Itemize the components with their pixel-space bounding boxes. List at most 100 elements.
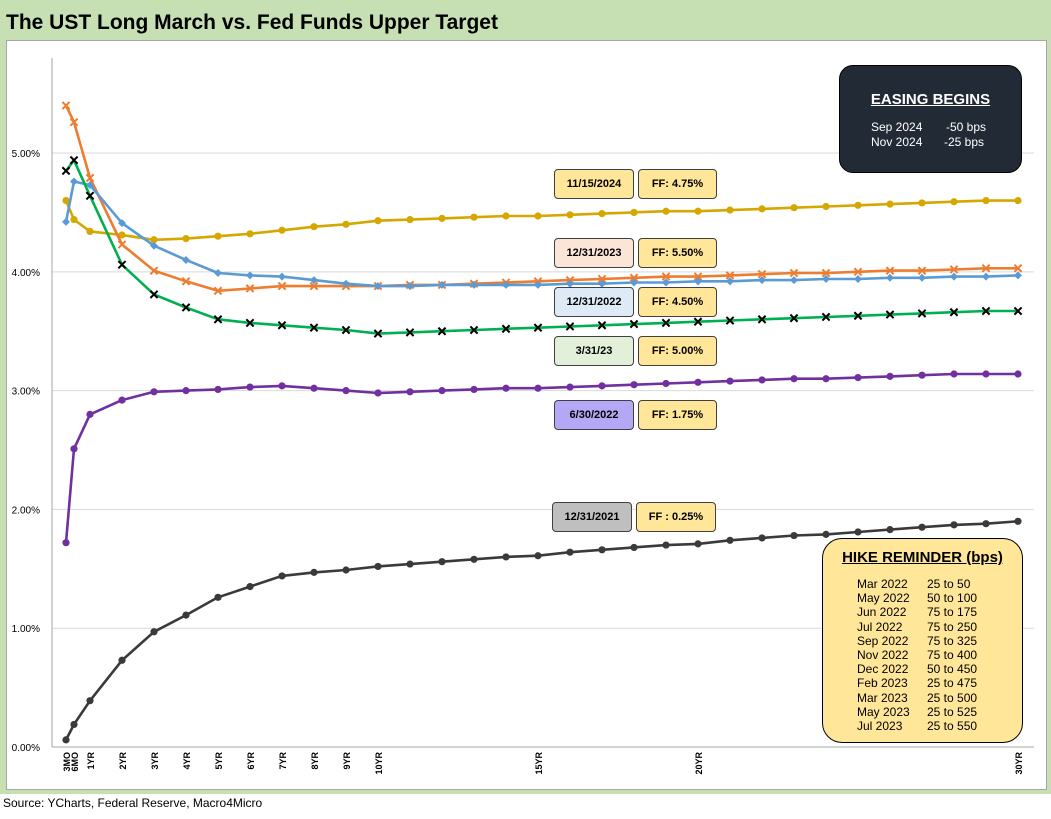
hike-date: Nov 2022 <box>857 648 909 662</box>
data-point <box>1014 271 1022 280</box>
data-point <box>278 226 286 234</box>
data-point <box>1014 370 1022 378</box>
data-point <box>630 381 638 389</box>
data-point <box>70 177 78 186</box>
data-point <box>662 278 670 287</box>
data-point <box>949 307 959 317</box>
data-point <box>630 278 638 287</box>
data-point <box>117 240 127 249</box>
data-point <box>214 232 222 240</box>
data-point <box>470 555 478 563</box>
data-point <box>374 217 382 225</box>
data-point <box>758 534 766 542</box>
data-point <box>566 548 574 556</box>
y-tick-label: 5.00% <box>12 149 40 160</box>
data-point <box>566 279 574 288</box>
hike-reminder-box: HIKE REMINDER (bps) Mar 2022 25 to 50 May … <box>822 538 1023 743</box>
data-point <box>885 266 895 275</box>
data-point <box>182 234 190 243</box>
hike-value: 75 to 325 <box>927 633 978 648</box>
data-point <box>886 372 894 380</box>
data-point <box>470 280 478 289</box>
hike-value: 25 to 500 <box>927 690 978 705</box>
data-point <box>309 281 319 291</box>
data-point <box>758 276 766 285</box>
data-point <box>245 284 255 293</box>
x-tick-label: 5YR <box>214 752 224 770</box>
hike-value: 25 to 525 <box>927 704 978 719</box>
data-point <box>277 281 287 291</box>
data-point <box>1014 196 1022 205</box>
data-point <box>150 388 158 396</box>
data-point <box>566 211 574 219</box>
data-point <box>662 207 670 215</box>
hike-reminder-title: HIKE REMINDER (bps) <box>842 549 1003 566</box>
easing-begins-box: EASING BEGINS Sep 2024 -50 bps Nov 2024 … <box>839 65 1022 173</box>
data-point <box>502 212 510 220</box>
data-point <box>406 388 414 396</box>
data-point <box>246 271 254 280</box>
x-tick-label: 8YR <box>310 752 320 770</box>
data-point <box>630 543 638 552</box>
ff-rate-label-2022-06: FF: 1.75% <box>638 400 717 430</box>
hike-value: 25 to 475 <box>927 676 978 691</box>
data-point <box>70 215 78 224</box>
data-point <box>342 566 350 574</box>
data-point <box>982 370 990 378</box>
data-point <box>629 319 639 329</box>
series-line-s2022_12 <box>64 180 1019 288</box>
data-point <box>533 323 543 332</box>
data-point <box>822 375 830 383</box>
data-point <box>502 280 510 289</box>
data-point <box>85 191 95 201</box>
data-point <box>246 583 254 591</box>
data-point <box>406 560 414 568</box>
easing-bps: -50 bps <box>946 120 987 134</box>
data-point <box>374 562 382 571</box>
data-point <box>917 309 927 318</box>
series-date-label-2024-11: 11/15/2024 <box>554 169 634 199</box>
hike-date: Dec 2022 <box>857 662 909 677</box>
data-point <box>86 697 94 705</box>
data-point <box>149 266 159 275</box>
data-point <box>374 389 382 397</box>
data-point <box>853 267 863 277</box>
data-point <box>69 117 79 127</box>
data-point <box>246 383 254 391</box>
data-point <box>61 166 71 176</box>
data-point <box>661 318 671 328</box>
y-tick-label: 4.00% <box>12 268 40 279</box>
data-point <box>534 552 542 560</box>
hike-date: Jun 2022 <box>857 605 907 620</box>
data-point <box>854 528 862 536</box>
hike-value: 25 to 50 <box>927 577 971 591</box>
hike-date: Feb 2023 <box>857 676 908 691</box>
data-point <box>821 268 831 278</box>
series-date-label-2022-12: 12/31/2022 <box>554 287 634 317</box>
hike-value: 25 to 550 <box>927 719 978 733</box>
hike-date: Jul 2023 <box>857 719 903 733</box>
data-point <box>757 315 767 324</box>
data-point <box>181 303 191 312</box>
data-point <box>438 280 446 289</box>
series-line-s2024 <box>64 199 1018 242</box>
data-point <box>373 329 383 338</box>
data-point <box>469 325 479 335</box>
data-point <box>597 274 607 284</box>
data-point <box>630 208 638 217</box>
data-point <box>694 540 702 548</box>
data-point <box>662 541 670 549</box>
data-point <box>118 219 126 228</box>
data-point <box>758 376 766 384</box>
data-point <box>821 312 831 322</box>
data-point <box>470 385 478 394</box>
data-point <box>726 536 734 544</box>
data-point <box>950 370 958 378</box>
data-point <box>310 223 318 231</box>
series-line-s2021 <box>64 520 1019 741</box>
data-point <box>118 656 126 664</box>
data-point <box>822 202 830 211</box>
data-point <box>918 273 926 282</box>
data-point <box>534 384 542 392</box>
x-tick-label: 10YR <box>374 752 384 775</box>
